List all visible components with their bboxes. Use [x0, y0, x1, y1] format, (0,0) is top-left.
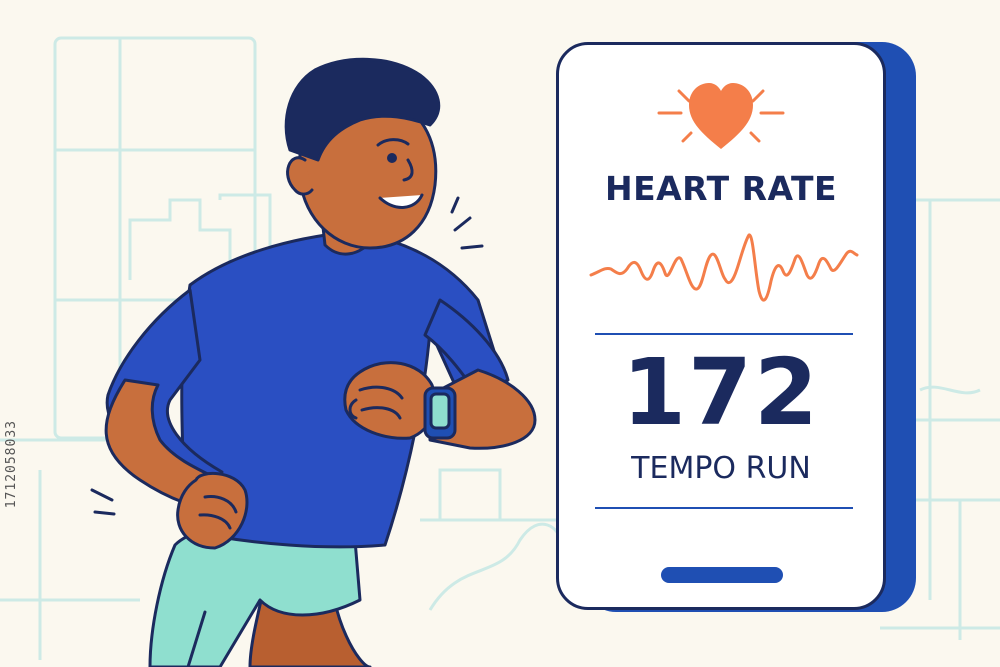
- card-title: HEART RATE: [604, 169, 838, 208]
- home-indicator-bar[interactable]: [661, 567, 783, 583]
- bpm-value: 172: [621, 339, 821, 446]
- activity-label: TEMPO RUN: [631, 451, 811, 486]
- smartwatch-icon: [423, 386, 457, 440]
- stock-id-label: 1712058033: [4, 420, 19, 509]
- heart-icon: [651, 71, 791, 161]
- heart-rate-card: HEART RATE 172 TEMPO RUN: [556, 42, 886, 610]
- heartbeat-wave: [589, 233, 859, 302]
- divider-bottom: [595, 507, 853, 509]
- divider-top: [595, 333, 853, 335]
